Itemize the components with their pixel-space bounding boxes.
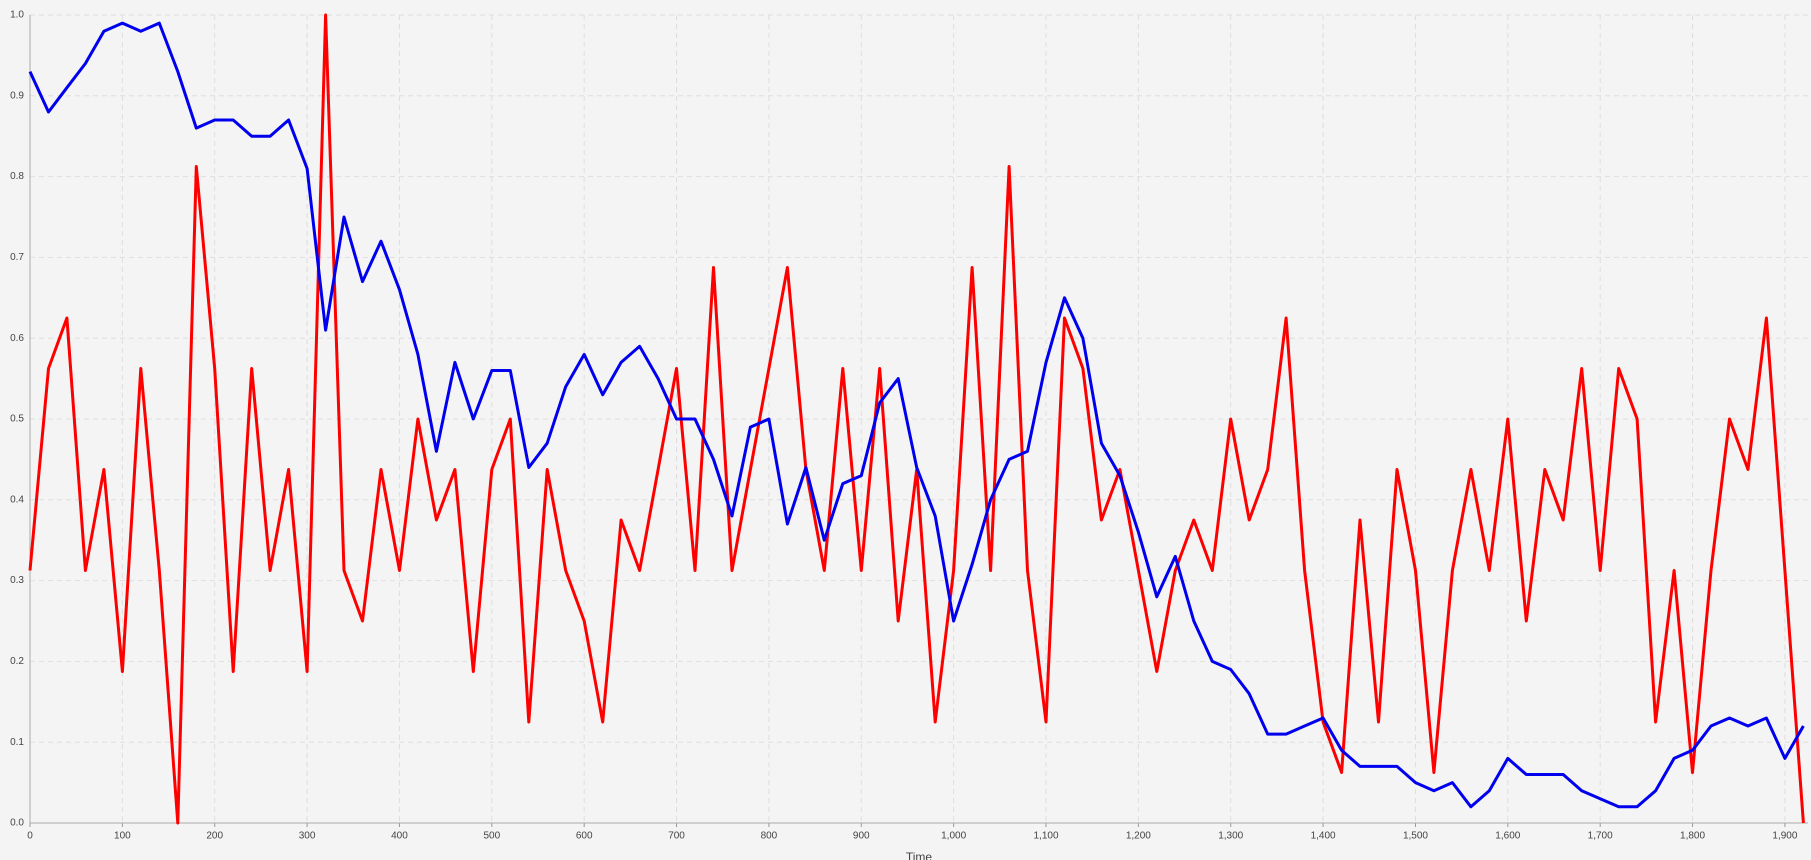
series-line — [28, 21, 1805, 809]
x-tick-label: 1,100 — [1033, 831, 1058, 842]
x-tick-label: 1,400 — [1311, 831, 1336, 842]
x-tick-label: 100 — [114, 831, 131, 842]
y-tick-label: 0.7 — [10, 252, 24, 263]
x-tick-label: 800 — [761, 831, 778, 842]
x-tick-label: 200 — [206, 831, 223, 842]
y-tick-label: 0.3 — [10, 575, 24, 586]
y-tick-label: 1.0 — [10, 10, 24, 21]
x-tick-label: 1,900 — [1772, 831, 1797, 842]
x-tick-label: 1,500 — [1403, 831, 1428, 842]
y-tick-label: 0.2 — [10, 656, 24, 667]
y-tick-label: 0.9 — [10, 90, 24, 101]
x-tick-label: 1,300 — [1218, 831, 1243, 842]
plot-area — [30, 15, 1808, 823]
x-tick-label: 1,800 — [1680, 831, 1705, 842]
y-tick-label: 0.8 — [10, 171, 24, 182]
x-tick-label: 1,700 — [1588, 831, 1613, 842]
x-tick-label: 1,000 — [941, 831, 966, 842]
x-tick-label: 0 — [27, 831, 33, 842]
x-tick-label: 700 — [668, 831, 685, 842]
x-tick-label: 300 — [299, 831, 316, 842]
x-tick-label: 400 — [391, 831, 408, 842]
y-tick-label: 0.5 — [10, 414, 24, 425]
x-axis-label: Time — [906, 850, 933, 860]
x-tick-label: 1,200 — [1126, 831, 1151, 842]
x-tick-label: 600 — [576, 831, 593, 842]
y-tick-label: 0.0 — [10, 818, 24, 829]
x-tick-label: 900 — [853, 831, 870, 842]
y-tick-label: 0.4 — [10, 494, 24, 505]
x-tick-label: 1,600 — [1495, 831, 1520, 842]
y-tick-label: 0.6 — [10, 333, 24, 344]
y-tick-label: 0.1 — [10, 737, 24, 748]
x-tick-label: 500 — [483, 831, 500, 842]
